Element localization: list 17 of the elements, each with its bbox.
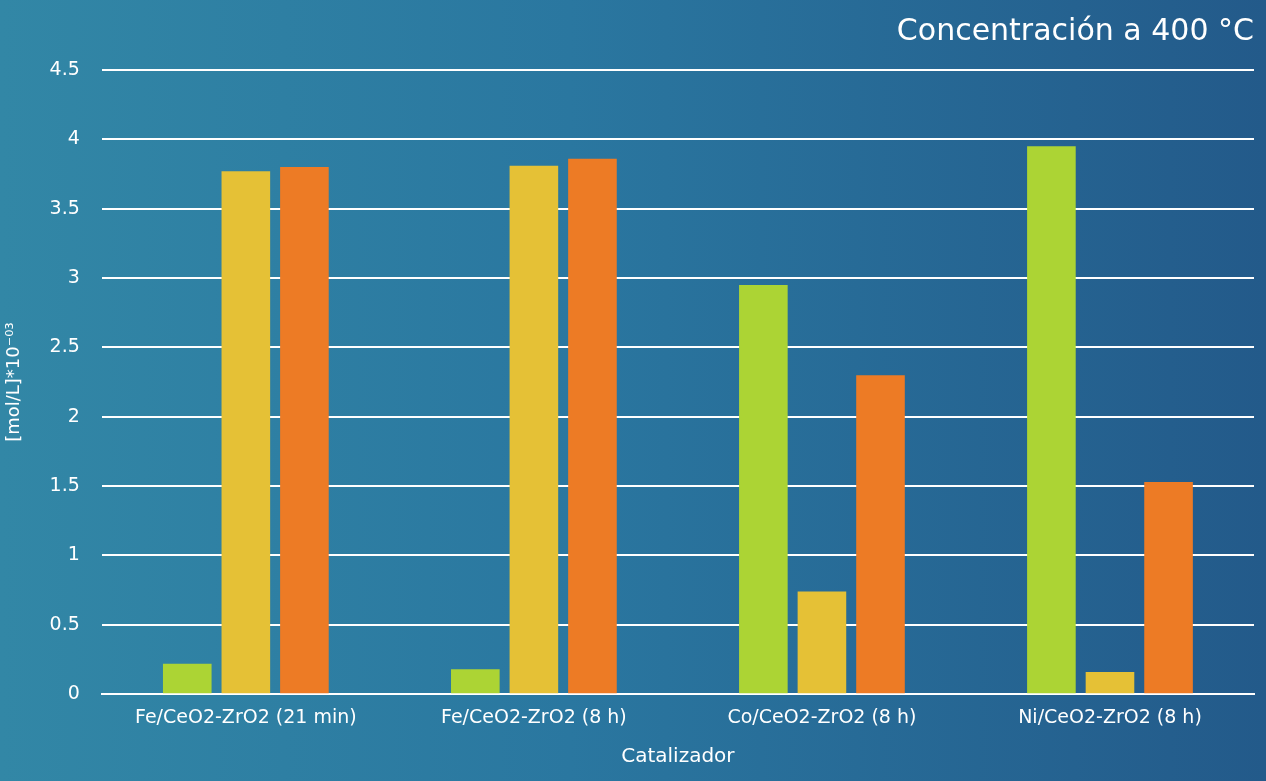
y-axis-title: [mol/L]*10⁻⁰³	[2, 322, 24, 442]
y-tick-label: 4	[67, 126, 80, 149]
y-tick-label: 3.5	[49, 195, 80, 218]
chart-title: Concentración a 400 °C	[896, 11, 1254, 47]
x-tick-label: Fe/CeO2-ZrO2 (21 min)	[135, 704, 357, 727]
x-tick-label: Co/CeO2-ZrO2 (8 h)	[727, 704, 917, 727]
y-tick-label: 4.5	[49, 56, 80, 79]
y-tick-label: 0	[67, 681, 80, 704]
y-tick-label: 2	[67, 403, 80, 426]
y-tick-label: 1.5	[49, 473, 80, 496]
y-tick-label: 0.5	[49, 611, 80, 634]
x-tick-label: Ni/CeO2-ZrO2 (8 h)	[1018, 704, 1202, 727]
y-tick-label: 2.5	[49, 334, 80, 357]
y-tick-label: 3	[67, 265, 80, 287]
x-axis-title: Catalizador	[621, 743, 736, 768]
y-tick-label: 1	[67, 542, 80, 565]
x-tick-label: Fe/CeO2-ZrO2 (8 h)	[441, 704, 627, 727]
